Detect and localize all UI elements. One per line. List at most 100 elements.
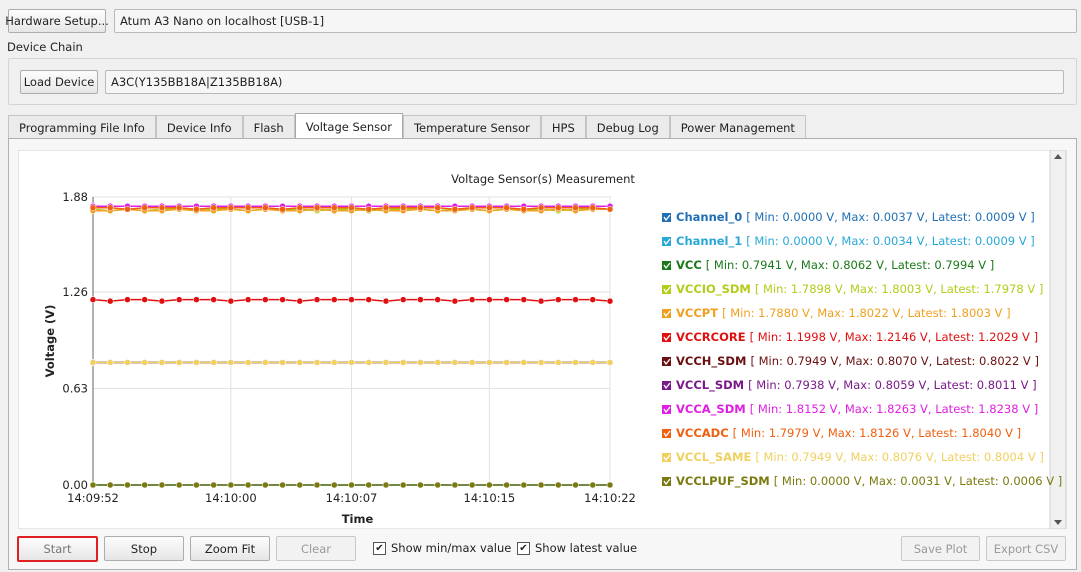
export-csv-button[interactable]: Export CSV [986,536,1066,561]
data-point [434,296,441,303]
load-device-button[interactable]: Load Device [20,70,98,94]
checkbox-box[interactable]: ✔ [373,541,386,555]
stop-button[interactable]: Stop [104,536,184,561]
legend-name: VCCADC [676,426,729,440]
scroll-down[interactable] [1054,520,1062,525]
data-point [124,206,131,213]
legend-checkbox[interactable] [662,477,671,486]
legend-check [663,478,671,486]
checkbox[interactable]: ✔ Show latest value [517,541,637,555]
data-point [210,204,217,211]
data-point [279,296,286,303]
data-point [451,481,459,489]
plot-background [18,150,1051,529]
legend-entry: VCCL_SDM [ Min: 0.7938 V, Max: 0.8059 V, … [676,378,1037,393]
start-button[interactable]: Start [17,536,98,562]
data-point [175,204,183,211]
chart-title: Voltage Sensor(s) Measurement [451,172,635,186]
data-point [106,359,114,366]
data-point [210,359,217,366]
data-point [486,481,493,489]
data-point [382,204,390,211]
data-point [296,359,304,366]
tab[interactable]: Debug Log [585,115,670,139]
data-point [417,481,424,489]
data-point [89,359,97,366]
data-point [313,359,321,366]
tab[interactable]: Voltage Sensor [294,113,403,140]
legend-check [663,454,671,462]
device-chain-label: Device Chain [7,40,83,54]
data-point [555,359,562,366]
data-point [313,296,321,303]
legend-checkbox[interactable] [662,429,671,438]
legend-checkbox[interactable] [662,381,671,390]
legend-stats: [ Min: 0.0000 V, Max: 0.0037 V, Latest: … [746,210,1035,224]
data-point [193,481,200,489]
tab[interactable]: HPS [540,115,586,139]
legend-checkbox[interactable] [662,309,671,318]
data-point [244,296,252,303]
save-plot-button[interactable]: Save Plot [901,536,980,561]
legend-stats: [ Min: 1.7880 V, Max: 1.8022 V, Latest: … [722,306,1011,320]
data-point [227,359,235,366]
tab[interactable]: Programming File Info [8,115,156,139]
data-point [141,481,148,489]
data-point [193,296,200,303]
checkbox-box[interactable]: ✔ [517,541,530,555]
data-point [555,296,562,303]
legend-checkbox[interactable] [662,237,671,246]
legend-checkbox[interactable] [662,405,671,414]
data-point [210,296,217,303]
legend-name: VCCPT [676,306,718,320]
legend-entry: VCCPT [ Min: 1.7880 V, Max: 1.8022 V, Lat… [676,306,1011,320]
legend-checkbox[interactable] [662,213,671,222]
zoom-fit-button[interactable]: Zoom Fit [190,536,270,561]
scrollbar[interactable] [1049,150,1067,529]
legend-entry: VCCRCORE [ Min: 1.1998 V, Max: 1.2146 V, … [676,330,1038,344]
legend-stats: [ Min: 0.7949 V, Max: 0.8070 V, Latest: … [750,354,1039,368]
data-point [365,296,372,303]
data-point [331,204,338,211]
legend-stats: [ Min: 1.1998 V, Max: 1.2146 V, Latest: … [750,330,1039,344]
data-point [175,481,183,489]
tab[interactable]: Power Management [669,115,806,139]
legend-checkbox[interactable] [662,285,671,294]
tab[interactable]: Temperature Sensor [402,115,541,139]
data-point [296,297,304,305]
x-tick-label: 14:10:00 [205,491,257,505]
legend-entry: VCCLPUF_SDM [ Min: 0.0000 V, Max: 0.0031 … [676,474,1062,489]
scroll-up[interactable] [1054,154,1062,159]
data-point [296,204,304,211]
data-point [555,481,562,489]
data-point [417,204,424,211]
tab[interactable]: Flash [242,115,295,139]
data-point [279,481,286,489]
legend-entry: VCCADC [ Min: 1.7979 V, Max: 1.8126 V, La… [676,426,1021,440]
data-point [175,359,183,366]
data-point [503,481,510,489]
data-point [537,359,545,366]
checkbox[interactable]: ✔ Show min/max value [373,541,511,555]
clear-button[interactable]: Clear [276,536,356,561]
x-tick-label: 14:09:52 [67,491,119,505]
legend-checkbox[interactable] [662,357,671,366]
legend-checkbox[interactable] [662,453,671,462]
legend-entry: VCCIO_SDM [ Min: 1.7898 V, Max: 1.8003 V,… [676,282,1043,297]
hardware-setup-button[interactable]: Hardware Setup... [5,9,109,33]
data-point [589,481,597,489]
legend-name: VCCA_SDM [676,402,746,417]
data-point [158,204,166,211]
tab[interactable]: Device Info [155,115,243,139]
legend-stats: [ Min: 1.8152 V, Max: 1.8263 V, Latest: … [750,402,1039,416]
data-point [365,206,372,213]
legend-checkbox[interactable] [662,261,671,270]
data-point [348,359,355,366]
legend-stats: [ Min: 0.7941 V, Max: 0.8062 V, Latest: … [706,258,995,272]
legend-name: VCCL_SDM [676,378,744,393]
legend-checkbox[interactable] [662,333,671,342]
data-point [399,296,407,303]
legend-name: VCCL_SAME [676,450,751,465]
data-point [589,359,597,366]
data-point [348,296,355,303]
